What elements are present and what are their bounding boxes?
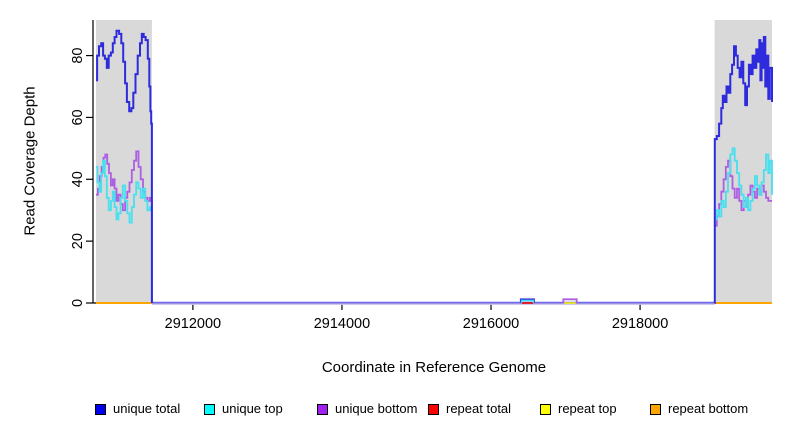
y-tick-label: 80 <box>70 47 86 63</box>
series-unique-top-left- <box>96 159 153 303</box>
y-tick-label: 0 <box>70 299 86 307</box>
series-unique-total-right- <box>713 36 773 304</box>
x-tick-label: 2916000 <box>463 316 519 332</box>
x-tick-label: 2914000 <box>314 316 370 332</box>
x-tick-label: 2918000 <box>612 316 668 332</box>
y-axis-title: Read Coverage Depth <box>21 86 39 236</box>
series-unique-total-left- <box>96 29 153 303</box>
x-axis-title: Coordinate in Reference Genome <box>321 359 547 376</box>
series-unique-top-bump <box>520 299 535 303</box>
y-tick-label: 20 <box>70 233 86 249</box>
series-unique-top-right- <box>714 147 773 221</box>
y-tick-label: 60 <box>70 109 86 125</box>
x-tick-label: 2912000 <box>165 316 221 332</box>
series-unique-bottom-bump <box>562 298 578 303</box>
y-tick-label: 40 <box>70 171 86 187</box>
